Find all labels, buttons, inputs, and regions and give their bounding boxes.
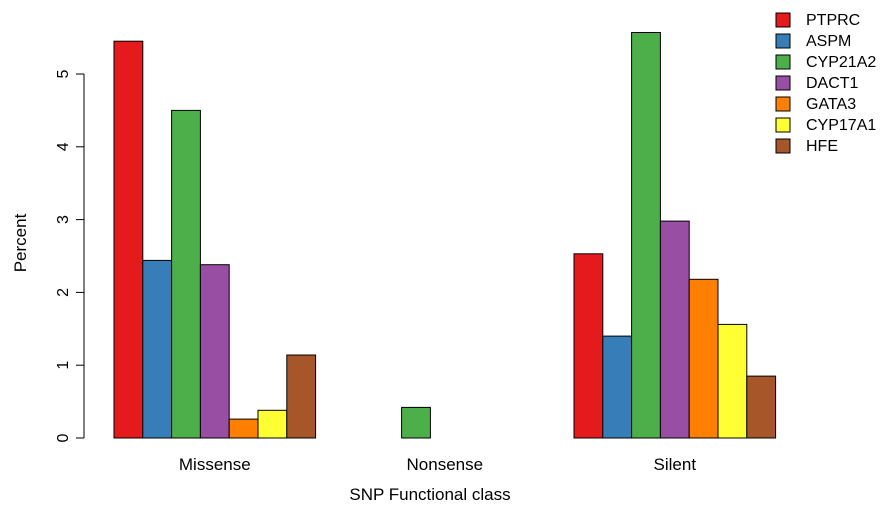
bar-cyp21a2-nonsense: [401, 406, 431, 439]
legend-label: PTPRC: [806, 12, 860, 29]
legend-label: CYP17A1: [806, 117, 876, 134]
legend-label: HFE: [806, 138, 838, 155]
bar-aspm-missense: [142, 259, 173, 439]
legend-swatch: [775, 33, 791, 49]
x-axis-label: SNP Functional class: [349, 485, 510, 504]
bar-dact1-missense: [199, 264, 230, 439]
bar-gata3-missense: [228, 418, 259, 439]
bars-layer: [113, 32, 777, 439]
bar-gata3-silent: [688, 278, 719, 439]
y-tick-label: 4: [55, 142, 72, 151]
y-tick-label: 2: [55, 288, 72, 297]
y-tick-label: 5: [55, 69, 72, 78]
legend-swatch: [775, 138, 791, 154]
legend-swatch: [775, 54, 791, 70]
bar-hfe-missense: [286, 354, 317, 439]
bar-cyp21a2-silent: [631, 32, 661, 439]
x-axis: Missense Nonsense Silent: [179, 455, 696, 474]
y-tick-label: 3: [55, 215, 72, 224]
x-tick-label: Missense: [179, 455, 251, 474]
bar-cyp21a2-missense: [171, 109, 201, 439]
y-axis: 0 1 2 3 4 5: [55, 69, 85, 442]
legend-label: GATA3: [806, 96, 856, 113]
bar-dact1-silent: [659, 220, 690, 439]
bar-cyp17a1-silent: [717, 323, 748, 439]
legend-swatch: [775, 75, 791, 91]
legend-label: DACT1: [806, 75, 859, 92]
y-tick-label: 1: [55, 361, 72, 370]
bar-hfe-silent: [746, 375, 777, 439]
x-tick-label: Nonsense: [407, 455, 484, 474]
bar-ptprc-missense: [113, 40, 144, 439]
y-axis-label: Percent: [11, 213, 30, 272]
legend-swatch: [775, 96, 791, 112]
bar-ptprc-silent: [573, 253, 604, 439]
legend-label: ASPM: [806, 33, 851, 50]
legend: PTPRC ASPM CYP21A2 DACT1 GATA3 CYP17A1 HFE: [775, 12, 876, 155]
legend-label: CYP21A2: [806, 54, 876, 71]
legend-swatch: [775, 117, 791, 133]
x-tick-label: Silent: [654, 455, 697, 474]
bar-cyp17a1-missense: [257, 409, 288, 439]
legend-swatch: [775, 12, 791, 28]
y-tick-label: 0: [55, 433, 72, 442]
bar-aspm-silent: [602, 335, 633, 439]
